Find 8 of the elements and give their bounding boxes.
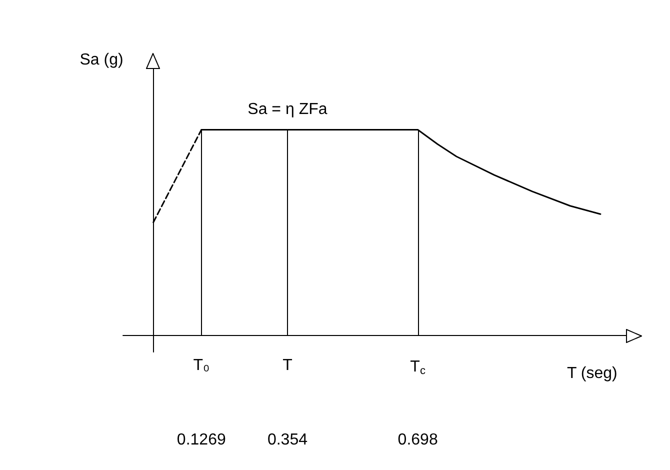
ref-line-label: T₀ — [193, 357, 210, 374]
x-axis-title: T (seg) — [567, 365, 618, 382]
ref-line-label: T — [282, 357, 293, 374]
x-tick-label: 0.698 — [398, 432, 438, 448]
annotation: Sa = η ZFa — [248, 101, 328, 118]
x-tick-label: 0.354 — [267, 432, 308, 448]
y-axis-title: Sa (g) — [80, 52, 124, 68]
x-tick-label: 0.1269 — [176, 432, 226, 448]
